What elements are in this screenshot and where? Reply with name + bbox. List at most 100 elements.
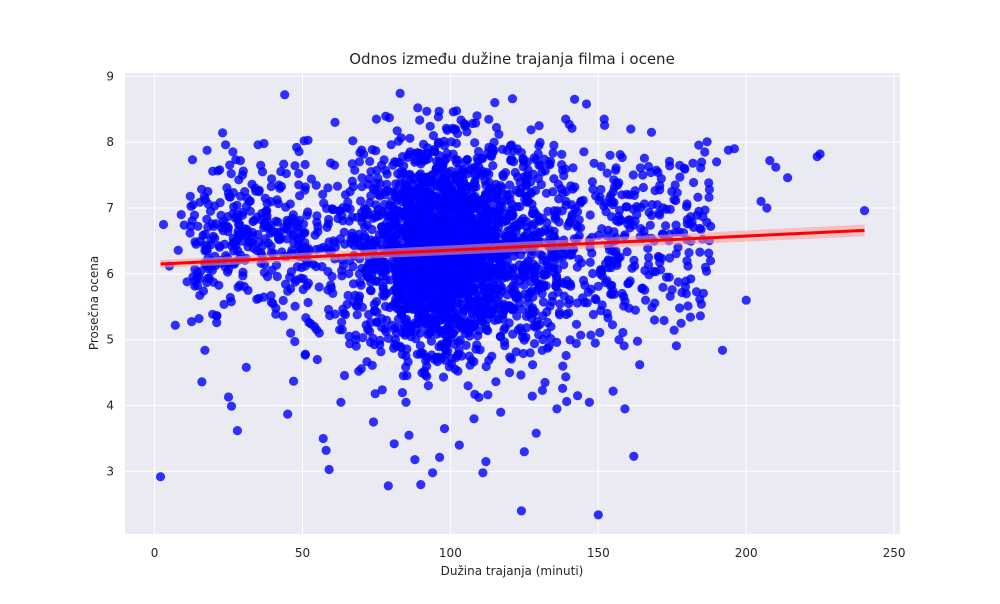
data-point xyxy=(564,298,574,309)
data-point xyxy=(354,366,364,376)
data-point xyxy=(603,255,613,265)
data-point xyxy=(481,457,491,467)
data-point xyxy=(398,210,408,220)
data-point xyxy=(303,278,313,288)
data-point xyxy=(500,341,510,351)
data-point xyxy=(603,225,613,235)
data-point xyxy=(704,248,714,258)
data-point xyxy=(670,180,680,190)
data-point xyxy=(611,250,621,260)
data-point xyxy=(457,252,467,262)
data-point xyxy=(376,347,386,357)
data-point xyxy=(649,315,660,325)
data-point xyxy=(453,337,463,347)
data-point xyxy=(509,271,519,281)
data-point xyxy=(617,190,627,200)
data-point xyxy=(705,256,716,266)
data-point xyxy=(494,129,504,139)
data-point xyxy=(300,349,310,359)
data-point xyxy=(463,281,473,291)
data-point xyxy=(650,186,660,196)
data-point xyxy=(278,311,288,321)
data-point xyxy=(507,199,517,209)
data-point xyxy=(535,137,545,148)
data-point xyxy=(357,173,367,183)
data-point xyxy=(348,136,358,146)
data-point xyxy=(300,185,310,195)
data-point xyxy=(570,94,580,104)
data-point xyxy=(182,277,192,287)
data-point xyxy=(518,348,528,359)
data-point xyxy=(676,318,686,328)
data-point xyxy=(464,215,474,225)
data-point xyxy=(696,163,706,173)
data-point xyxy=(247,179,257,189)
data-point xyxy=(687,217,697,227)
data-point xyxy=(461,340,471,350)
data-point xyxy=(529,339,540,349)
data-point xyxy=(306,174,316,184)
data-point xyxy=(568,163,578,173)
data-point xyxy=(596,184,606,195)
data-point xyxy=(271,309,281,319)
data-point xyxy=(496,260,506,270)
data-point xyxy=(327,271,337,282)
data-point xyxy=(297,228,308,238)
data-point xyxy=(471,118,481,128)
data-point xyxy=(198,230,208,241)
data-point xyxy=(614,335,624,345)
data-point xyxy=(505,352,515,362)
data-point xyxy=(431,256,441,266)
data-point xyxy=(225,160,235,170)
data-point xyxy=(158,219,169,230)
data-point xyxy=(337,266,347,276)
data-point xyxy=(483,268,493,278)
data-point xyxy=(461,120,471,130)
data-point xyxy=(765,156,775,166)
data-point xyxy=(379,264,389,274)
data-point xyxy=(468,192,478,202)
data-point xyxy=(202,214,212,224)
data-point xyxy=(363,271,373,282)
data-point xyxy=(434,157,445,167)
data-point xyxy=(411,334,421,344)
data-point xyxy=(617,288,627,299)
data-point xyxy=(511,347,521,357)
data-point xyxy=(432,329,442,339)
data-point xyxy=(300,159,310,170)
data-point xyxy=(533,278,543,289)
data-point xyxy=(593,281,603,291)
data-point xyxy=(221,140,231,150)
data-point xyxy=(212,311,222,321)
data-point xyxy=(470,271,481,281)
data-point xyxy=(388,187,398,197)
data-point xyxy=(173,245,183,255)
data-point xyxy=(290,301,300,311)
data-point xyxy=(626,124,636,134)
data-point xyxy=(558,165,568,175)
data-point xyxy=(414,310,424,320)
data-point xyxy=(406,225,416,235)
data-point xyxy=(558,252,568,262)
data-point xyxy=(370,185,380,195)
data-point xyxy=(422,361,432,371)
data-point xyxy=(534,121,544,131)
data-point xyxy=(324,237,334,247)
data-point xyxy=(478,281,488,291)
data-point xyxy=(244,196,254,206)
data-point xyxy=(368,213,378,223)
data-point xyxy=(551,282,561,292)
data-point xyxy=(491,377,501,387)
data-point xyxy=(433,198,443,208)
data-point xyxy=(420,272,430,282)
regression-line xyxy=(160,228,865,266)
data-point xyxy=(438,372,449,382)
data-point xyxy=(575,223,586,233)
data-point xyxy=(639,153,650,163)
data-point xyxy=(371,200,381,210)
x-tick-label: 50 xyxy=(295,546,310,560)
data-point xyxy=(464,351,474,361)
data-point xyxy=(417,256,427,266)
